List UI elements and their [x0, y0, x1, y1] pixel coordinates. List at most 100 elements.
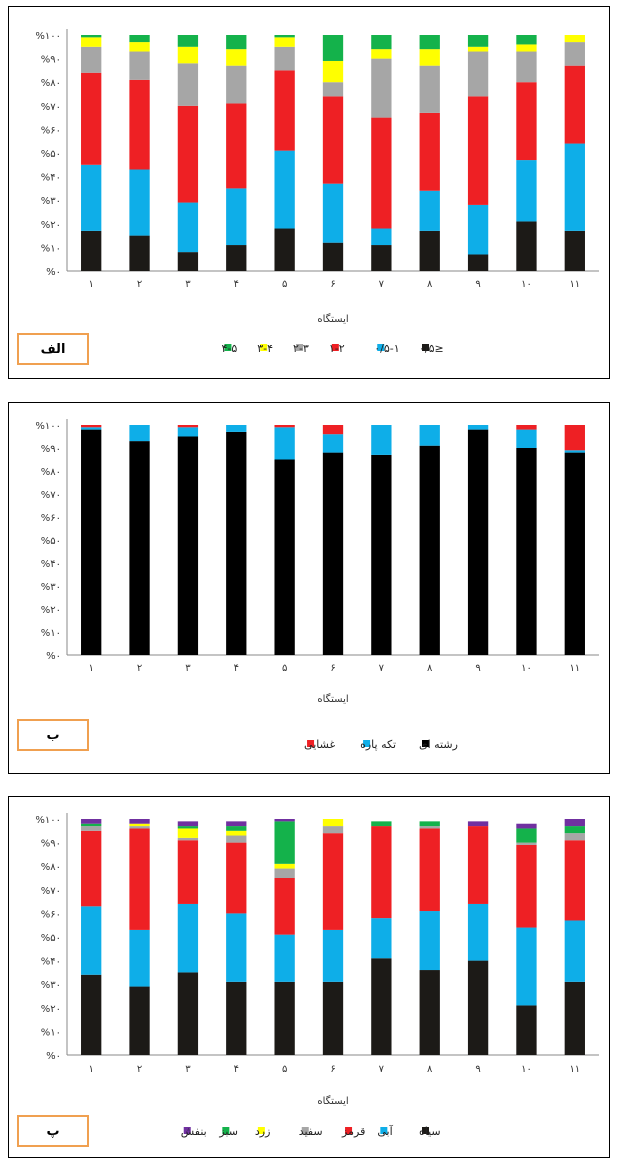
bar-segment-0-8-4: [467, 46, 489, 52]
bar-segment-0-2-1: [177, 202, 199, 253]
legend-swatch: [331, 344, 339, 351]
bar-segment-2-9-0: [516, 1005, 537, 1055]
bar-segment-2-3-2: [226, 842, 247, 914]
y-tick-label: %۱۰: [41, 243, 61, 254]
bar-segment-0-7-1: [419, 190, 440, 231]
bar-segment-0-1-0: [129, 235, 150, 271]
y-tick-label: %۸۰: [41, 862, 61, 873]
bar-segment-0-3-2: [226, 103, 247, 189]
bar-segment-0-1-5: [129, 35, 150, 43]
legend-label: ≤۰/۵: [419, 342, 444, 355]
bar-segment-0-7-5: [419, 35, 440, 50]
bar-segment-2-4-1: [274, 934, 295, 982]
bar-segment-1-1-0: [129, 441, 150, 655]
bar-segment-2-6-1: [371, 918, 392, 959]
y-tick-label: %۱۰۰: [35, 815, 61, 826]
bar-segment-1-2-0: [177, 436, 199, 655]
bar-segment-0-6-5: [371, 35, 392, 50]
bar-segment-2-4-6: [274, 819, 295, 822]
x-tick-label: ۳: [185, 1064, 191, 1075]
bar-segment-0-1-4: [129, 42, 150, 52]
bar-segment-0-4-4: [274, 37, 295, 47]
x-tick-label: ۴: [234, 663, 239, 674]
bar-segment-0-0-1: [81, 164, 102, 231]
legend-swatch: [377, 344, 385, 351]
bar-segment-2-1-2: [129, 828, 150, 930]
bar-segment-0-2-0: [177, 252, 199, 271]
bar-segment-2-6-0: [371, 958, 392, 1055]
bar-segment-0-8-5: [467, 35, 489, 47]
bar-segment-0-7-4: [419, 49, 440, 66]
bar-segment-0-7-3: [419, 65, 440, 113]
bar-segment-0-3-1: [226, 188, 247, 246]
bar-segment-2-5-1: [322, 929, 344, 982]
bar-segment-2-2-4: [177, 828, 199, 838]
bar-segment-1-10-2: [564, 425, 585, 451]
bar-segment-1-1-1: [129, 425, 150, 442]
x-tick-label: ۵: [282, 279, 287, 290]
legend-label: ۰/۵-۱: [374, 342, 399, 355]
bar-segment-2-0-2: [81, 830, 102, 907]
bar-segment-2-4-4: [274, 863, 295, 869]
bar-segment-0-3-5: [226, 35, 247, 50]
bar-segment-2-2-1: [177, 903, 199, 973]
x-tick-label: ۱: [88, 279, 93, 290]
legend-label: آبی: [377, 1124, 393, 1138]
bar-segment-1-7-1: [419, 425, 440, 446]
bar-segment-0-0-5: [81, 35, 102, 38]
y-tick-label: %۶۰: [41, 125, 61, 136]
bar-segment-0-2-3: [177, 63, 199, 106]
bar-segment-2-8-2: [467, 826, 489, 904]
bar-segment-2-0-0: [81, 974, 102, 1055]
bar-segment-2-9-2: [516, 844, 537, 928]
legend-swatch: [422, 740, 429, 747]
x-tick-label: ۴: [234, 1064, 239, 1075]
x-tick-label: ۲: [137, 663, 142, 674]
legend-label: سفید: [299, 1125, 323, 1138]
y-tick-label: %۱۰۰: [35, 421, 61, 432]
legend-label: ۱-۲: [329, 342, 345, 355]
y-tick-label: %۵۰: [41, 933, 61, 944]
y-tick-label: %۴۰: [41, 559, 61, 570]
x-tick-label: ۶: [330, 663, 335, 674]
stacked-bar-chart-b: %۰ %۱۰ %۲۰ %۳۰ %۴۰ %۵۰ %۶۰ %۷۰ %۸۰ %۹۰ %۱۰۰ ۱ ۲ ۳ ۴ ۵ ۶ ۷…: [35, 419, 599, 751]
bar-segment-0-10-1: [564, 143, 585, 231]
bar-segment-1-5-1: [322, 434, 344, 453]
y-tick-label: %۳۰: [41, 980, 61, 991]
y-tick-label: %۶۰: [41, 909, 61, 920]
stacked-bar-chart-c: %۰ %۱۰ %۲۰ %۳۰ %۴۰ %۵۰ %۶۰ %۷۰ %۸۰ %۹۰ %۱۰۰ ۱ ۲ ۳ ۴ ۵ ۶ ۷…: [35, 813, 599, 1138]
y-tick-label: %۳۰: [41, 196, 61, 207]
bar-segment-1-2-1: [177, 427, 199, 437]
bar-segment-2-1-0: [129, 986, 150, 1055]
bar-segment-2-10-6: [564, 819, 585, 827]
bar-segment-0-8-3: [467, 51, 489, 97]
chart-panel-b: %۰ %۱۰ %۲۰ %۳۰ %۴۰ %۵۰ %۶۰ %۷۰ %۸۰ %۹۰ %۱۰۰ ۱ ۲ ۳ ۴ ۵ ۶ ۷…: [8, 402, 610, 774]
legend-label: غشایی: [304, 738, 335, 751]
bar-segment-0-10-0: [564, 230, 585, 271]
bar-segment-2-0-5: [81, 823, 102, 827]
bar-segment-2-10-0: [564, 981, 585, 1055]
y-tick-label: %۲۰: [41, 605, 61, 616]
bar-segment-1-6-0: [371, 454, 392, 655]
y-tick-label: %۸۰: [41, 467, 61, 478]
x-tick-label: ۷: [379, 279, 385, 290]
legend-label: ۳-۴: [257, 342, 273, 355]
bar-segment-0-2-5: [177, 35, 199, 47]
bar-segment-1-4-1: [274, 427, 295, 460]
panel-tag-a: الف: [17, 333, 89, 365]
y-tick-label: %۹۰: [41, 444, 61, 455]
y-tick-label: %۳۰: [41, 582, 61, 593]
legend-label: بنفش: [181, 1125, 207, 1138]
x-tick-label: ۱۰: [521, 1064, 532, 1075]
bar-segment-1-2-2: [177, 425, 199, 428]
bar-segment-0-6-1: [371, 228, 392, 246]
stacked-bar-chart-a: %۰ %۱۰ %۲۰ %۳۰ %۴۰ %۵۰ %۶۰ %۷۰ %۸۰ %۹۰ %۱۰۰ ۱ ۲ ۳ ۴ ۵ ۶ ۷…: [35, 29, 599, 355]
bar-segment-0-3-4: [226, 49, 247, 66]
bar-segment-0-10-4: [564, 35, 585, 43]
y-tick-label: %۵۰: [41, 536, 61, 547]
bar-segment-0-0-4: [81, 37, 102, 47]
bar-segment-2-5-0: [322, 981, 344, 1055]
x-tick-label: ۱۱: [569, 1064, 580, 1075]
bar-segment-0-4-5: [274, 35, 295, 38]
x-axis-label: ایستگاه: [317, 693, 348, 705]
